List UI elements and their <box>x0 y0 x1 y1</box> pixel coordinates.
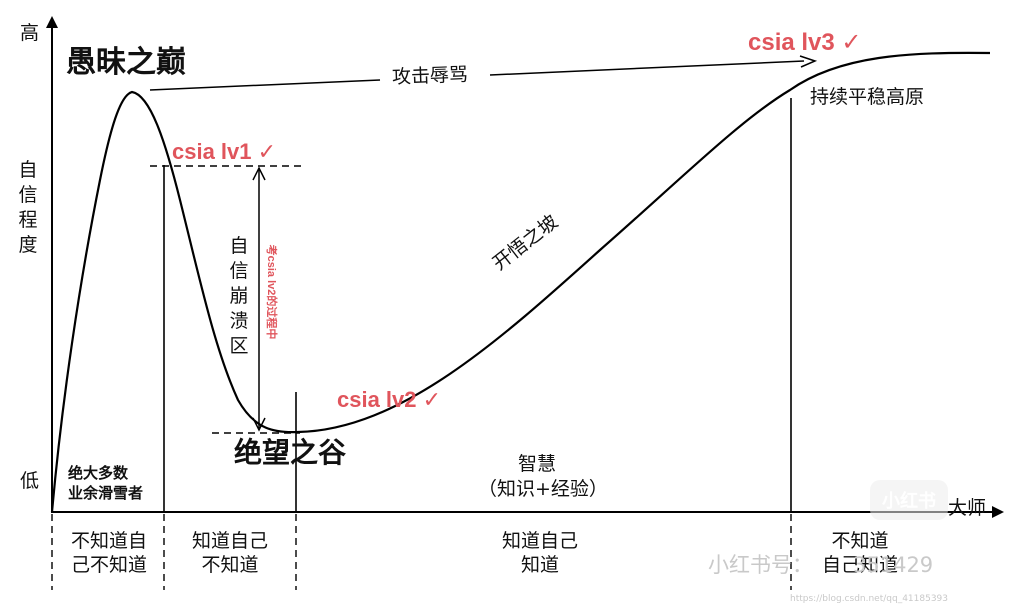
csia-lv2-label: csia lv2 ✓ <box>337 387 442 412</box>
majority-label: 绝大多数 业余滑雪者 <box>68 464 144 502</box>
collapse-zone-label: 自信崩溃区 <box>229 235 249 357</box>
wisdom-label: 智慧 <box>518 453 557 475</box>
y-low-label: 低 <box>20 470 40 492</box>
zone-label-0: 不知道自 己不知道 <box>70 530 147 576</box>
csia-lv3-label: csia lv3 ✓ <box>748 29 862 56</box>
watermark-url: https://blog.csdn.net/qq_41185393 <box>790 594 949 604</box>
plateau-label: 持续平稳高原 <box>810 86 925 108</box>
insult-line-right <box>489 60 805 76</box>
watermark-badge: 小红书 <box>870 480 948 520</box>
zone-label-1: 知道自己 不知道 <box>191 530 268 576</box>
insult-line-left <box>149 79 381 91</box>
csia-lv1-label: csia lv1 ✓ <box>172 139 277 164</box>
collapse-arrow-bottom <box>252 417 266 432</box>
zone-label-3: 不知道 自己知道 <box>821 530 898 576</box>
watermark-badge-text: 小红书 <box>882 490 936 512</box>
exam-note: 考csia lv2的过程中 <box>264 244 277 340</box>
y-high-label: 高 <box>20 22 40 44</box>
valley-label: 绝望之谷 <box>234 436 347 469</box>
zone-label-2: 知道自己 知道 <box>501 530 578 576</box>
collapse-arrow-top <box>252 166 266 181</box>
watermark-brand: 小红书号： 351429 <box>708 553 934 577</box>
x-axis-label: 大师 <box>948 497 987 519</box>
y-axis-label: 自信程度 <box>18 159 38 256</box>
confidence-curve <box>50 51 991 513</box>
wisdom-sub-label: （知识+经验） <box>478 478 608 500</box>
peak-label: 愚昧之巅 <box>66 45 186 80</box>
insult-arrowhead <box>799 55 818 68</box>
insult-label: 攻击辱骂 <box>391 63 469 89</box>
